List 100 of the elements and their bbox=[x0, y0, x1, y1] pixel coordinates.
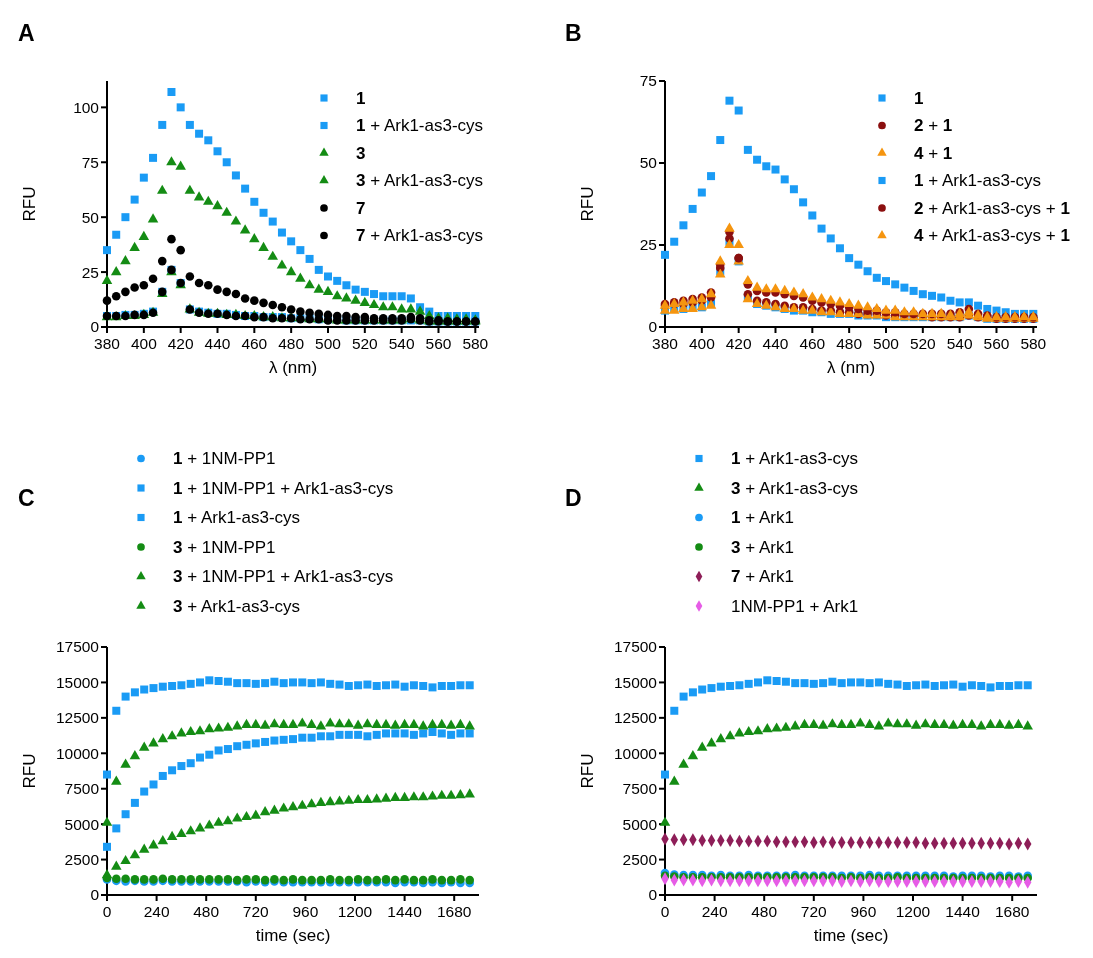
x-tick-label: 480 bbox=[193, 903, 220, 920]
text: + Ark1-as3-cys bbox=[928, 171, 1042, 191]
x-tick-label: 0 bbox=[102, 903, 112, 920]
chart-title: D bbox=[565, 485, 582, 511]
text: 1 bbox=[356, 88, 366, 108]
legend-label: 4 + Ark1-as3-cys + 1 bbox=[914, 226, 1070, 246]
x-tick-label: 580 bbox=[462, 335, 489, 352]
x-tick-label: 520 bbox=[351, 335, 379, 352]
legend-label: 3 + 1NM-PP1 bbox=[173, 537, 276, 557]
legend-label: 1 bbox=[914, 171, 924, 191]
y-tick-label: 12500 bbox=[55, 709, 100, 727]
text: 3 bbox=[356, 143, 366, 163]
y-tick-label: 2500 bbox=[622, 851, 658, 868]
x-tick-label: 720 bbox=[800, 903, 828, 920]
y-tick-label: 10000 bbox=[55, 744, 100, 762]
y-tick-label: 0 bbox=[648, 886, 658, 904]
x-tick-label: 1680 bbox=[994, 903, 1030, 920]
x-tick-label: 480 bbox=[751, 903, 778, 920]
x-tick-label: 1440 bbox=[945, 903, 981, 920]
x-tick-label: 380 bbox=[94, 335, 121, 352]
y-tick-label: 50 bbox=[81, 208, 100, 226]
x-tick-label: 1680 bbox=[436, 903, 472, 920]
legend-label: 1 + 1NM-PP1 + Ark1-as3-cys bbox=[173, 478, 394, 498]
text: + Ark1-as3-cys bbox=[370, 171, 484, 191]
chart-title: C bbox=[18, 485, 35, 511]
x-tick-label: 520 bbox=[909, 335, 937, 352]
y-tick-label: 0 bbox=[648, 318, 658, 336]
x-tick-label: 1440 bbox=[387, 903, 423, 920]
x-tick-label: 500 bbox=[873, 335, 900, 352]
x-tick-label: 1200 bbox=[337, 903, 373, 920]
legend-label: 1NM-PP1 + Ark1 bbox=[731, 596, 859, 616]
y-tick-label: 17500 bbox=[55, 638, 100, 656]
legend-label: 3 + 1NM-PP1 + Ark1-as3-cys bbox=[173, 567, 394, 587]
y-tick-label: 25 bbox=[639, 236, 657, 254]
y-tick-label: 75 bbox=[81, 153, 99, 171]
legend-label: 7 + Ark1 bbox=[731, 567, 794, 587]
x-tick-label: 960 bbox=[850, 903, 877, 920]
y-tick-label: 0 bbox=[90, 318, 100, 336]
text: + Ark1-as3-cys bbox=[370, 116, 484, 136]
legend-label: 3 + Ark1-as3-cys bbox=[731, 478, 859, 498]
x-tick-label: 580 bbox=[1020, 335, 1047, 352]
legend-label: 3 bbox=[356, 171, 366, 191]
x-tick-label: 240 bbox=[143, 903, 170, 920]
x-tick-label: 460 bbox=[241, 335, 268, 352]
y-tick-label: 0 bbox=[90, 886, 100, 904]
x-tick-label: 560 bbox=[983, 335, 1010, 352]
legend-label: 7 bbox=[356, 226, 366, 246]
y-tick-label: 10000 bbox=[613, 744, 658, 762]
x-tick-label: 1200 bbox=[895, 903, 931, 920]
legend-label: 1 bbox=[356, 116, 366, 136]
legend-label: 4 + 1 bbox=[914, 143, 953, 163]
legend-label: 1 + Ark1-as3-cys bbox=[731, 449, 859, 469]
x-tick-label: 460 bbox=[799, 335, 826, 352]
legend-label: 1 + Ark1 bbox=[731, 508, 794, 528]
x-axis-title: time (sec) bbox=[813, 926, 889, 945]
y-tick-label: 5000 bbox=[622, 815, 658, 833]
legend-label: 3 + Ark1 bbox=[731, 537, 794, 557]
x-tick-label: 420 bbox=[725, 335, 752, 352]
text: 7 bbox=[356, 198, 366, 218]
y-tick-label: 7500 bbox=[622, 780, 658, 798]
x-tick-label: 560 bbox=[425, 335, 452, 352]
y-tick-label: 75 bbox=[639, 72, 657, 90]
x-tick-label: 420 bbox=[167, 335, 194, 352]
legend-label: 1 + Ark1-as3-cys bbox=[173, 508, 301, 528]
x-tick-label: 400 bbox=[688, 335, 716, 352]
legend-label: 2 + Ark1-as3-cys + 1 bbox=[914, 198, 1070, 218]
y-tick-label: 25 bbox=[81, 263, 99, 281]
x-tick-label: 540 bbox=[946, 335, 973, 352]
x-tick-label: 540 bbox=[388, 335, 415, 352]
x-axis-title: λ (nm) bbox=[826, 358, 876, 377]
x-tick-label: 960 bbox=[292, 903, 319, 920]
x-tick-label: 720 bbox=[242, 903, 270, 920]
legend-label: 1 + 1NM-PP1 bbox=[173, 449, 276, 469]
y-tick-label: 7500 bbox=[64, 780, 100, 798]
x-tick-label: 480 bbox=[836, 335, 863, 352]
y-tick-label: 12500 bbox=[613, 709, 658, 727]
x-tick-label: 440 bbox=[762, 335, 789, 352]
y-tick-label: 2500 bbox=[64, 851, 100, 868]
x-tick-label: 380 bbox=[652, 335, 679, 352]
y-tick-label: 15000 bbox=[613, 673, 658, 691]
y-axis-title: RFU bbox=[578, 753, 597, 789]
y-tick-label: 50 bbox=[639, 154, 658, 172]
x-tick-label: 440 bbox=[204, 335, 231, 352]
x-axis-title: λ (nm) bbox=[268, 358, 318, 377]
y-tick-label: 17500 bbox=[613, 638, 658, 656]
y-axis-title: RFU bbox=[578, 186, 597, 222]
text: + Ark1-as3-cys bbox=[370, 226, 484, 246]
x-tick-label: 500 bbox=[315, 335, 342, 352]
chart-title: B bbox=[565, 20, 582, 46]
y-tick-label: 15000 bbox=[55, 673, 100, 691]
text: 1 bbox=[914, 88, 924, 108]
chart-title: A bbox=[18, 20, 35, 46]
legend-label: 2 + 1 bbox=[914, 116, 953, 136]
x-tick-label: 0 bbox=[660, 903, 670, 920]
legend-label: 3 + Ark1-as3-cys bbox=[173, 596, 301, 616]
x-tick-label: 240 bbox=[701, 903, 728, 920]
y-axis-title: RFU bbox=[20, 186, 39, 222]
x-axis-title: time (sec) bbox=[255, 926, 331, 945]
y-tick-label: 100 bbox=[73, 98, 100, 116]
x-tick-label: 400 bbox=[130, 335, 158, 352]
